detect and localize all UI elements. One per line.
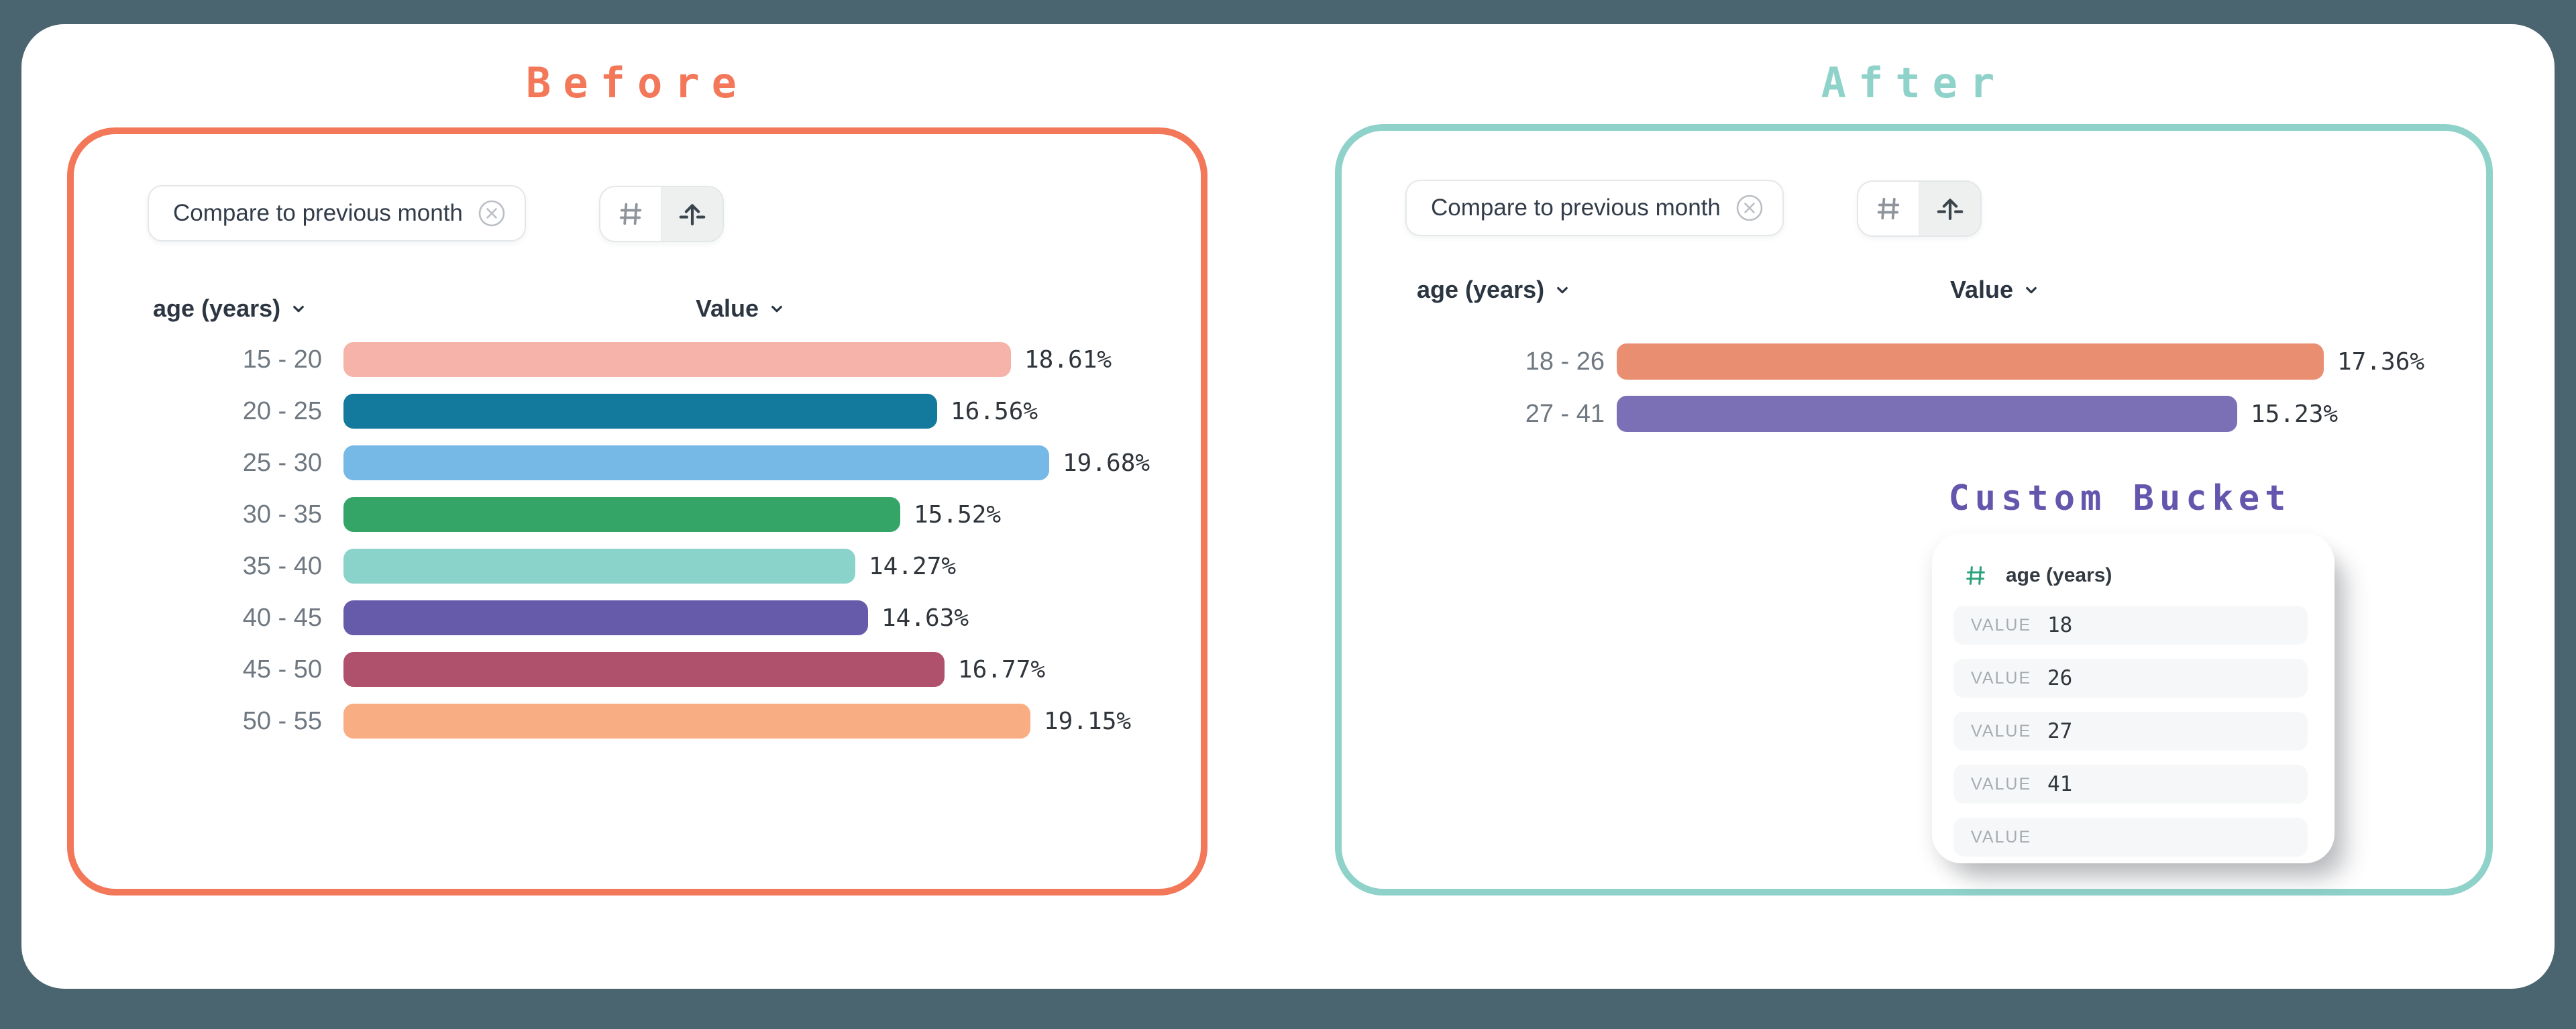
- bar[interactable]: [1617, 396, 2237, 432]
- bucket-value-field-value: 27: [2047, 719, 2073, 743]
- bucket-mode-toggle: [1857, 180, 1982, 237]
- bar-row: 35 - 40 14.27%: [153, 549, 1150, 584]
- bar-row: 27 - 41 15.23%: [1417, 396, 2424, 432]
- bar-row: 18 - 26 17.36%: [1417, 343, 2424, 380]
- chevron-down-icon: [288, 299, 309, 319]
- bar-category-label: 27 - 41: [1525, 399, 1605, 428]
- bucket-value-field[interactable]: VALUE: [1953, 818, 2308, 857]
- hash-icon: [1963, 563, 1988, 588]
- bucket-value-field-value: 41: [2047, 772, 2073, 796]
- bar-category-label: 45 - 50: [242, 655, 322, 684]
- custom-bucket-button[interactable]: [661, 187, 722, 241]
- bar[interactable]: [343, 445, 1049, 480]
- bar[interactable]: [343, 652, 945, 687]
- hash-bucket-button[interactable]: [1858, 182, 1919, 235]
- field-name-label: age (years): [2006, 564, 2112, 586]
- bar-value-label: 14.63%: [881, 604, 969, 632]
- bar-category-label: 20 - 25: [242, 396, 322, 425]
- bar-value-label: 14.27%: [869, 552, 957, 580]
- bar-category-label: 15 - 20: [242, 345, 322, 374]
- bar-row: 50 - 55 19.15%: [153, 704, 1150, 739]
- bar-row: 30 - 35 15.52%: [153, 497, 1150, 532]
- bucket-value-field[interactable]: VALUE 26: [1953, 659, 2308, 698]
- bar[interactable]: [1617, 343, 2324, 380]
- bar-value-label: 19.15%: [1044, 707, 1132, 735]
- chevron-down-icon: [1552, 280, 1572, 300]
- after-bar-chart: 18 - 26 17.36% 27 - 41 15.23%: [1417, 343, 2424, 432]
- bar-row: 40 - 45 14.63%: [153, 600, 1150, 635]
- after-panel: [1335, 124, 2493, 896]
- bucket-value-field-value: 26: [2047, 666, 2073, 690]
- custom-bucket-title: Custom Bucket: [1948, 478, 2292, 519]
- custom-bucket-popup: age (years) VALUE 18 VALUE 26 VALUE 27 VALUE 41…: [1932, 533, 2334, 863]
- bar[interactable]: [343, 600, 868, 635]
- bar-row: 15 - 20 18.61%: [153, 342, 1150, 377]
- dimension-header-label: age (years): [1417, 276, 1545, 303]
- custom-bucket-button[interactable]: [1919, 182, 1980, 235]
- measure-header[interactable]: Value: [1915, 274, 2076, 306]
- bar[interactable]: [343, 394, 937, 429]
- bucket-value-field-label: VALUE: [1971, 668, 2032, 688]
- bar-row: 25 - 30 19.68%: [153, 445, 1150, 480]
- bar-value-label: 15.23%: [2251, 400, 2339, 428]
- bucket-value-field[interactable]: VALUE 27: [1953, 712, 2308, 751]
- before-panel: [67, 127, 1208, 896]
- dimension-header[interactable]: age (years): [153, 292, 309, 325]
- custom-bucket-field: age (years): [1963, 557, 2308, 594]
- bucket-value-field-label: VALUE: [1971, 721, 2032, 741]
- bar-value-label: 15.52%: [914, 500, 1002, 529]
- dimension-header[interactable]: age (years): [1417, 274, 1572, 306]
- chevron-down-icon: [767, 299, 787, 319]
- bar-category-label: 40 - 45: [242, 603, 322, 632]
- bar-value-label: 16.77%: [958, 655, 1046, 684]
- bar-value-label: 18.61%: [1024, 345, 1112, 374]
- hash-bucket-button[interactable]: [600, 187, 661, 241]
- compare-filter-chip[interactable]: Compare to previous month: [148, 185, 526, 241]
- measure-header-label: Value: [1949, 276, 2014, 303]
- compare-filter-chip[interactable]: Compare to previous month: [1405, 180, 1784, 236]
- bucket-value-field-label: VALUE: [1971, 774, 2032, 794]
- bucket-value-field[interactable]: VALUE 41: [1953, 765, 2308, 804]
- dimension-header-label: age (years): [153, 294, 281, 322]
- circle-x-icon[interactable]: [478, 199, 506, 227]
- after-title: After: [1821, 58, 2007, 107]
- bucket-value-field-label: VALUE: [1971, 827, 2032, 847]
- bar-category-label: 30 - 35: [242, 500, 322, 529]
- bar[interactable]: [343, 342, 1011, 377]
- measure-header-label: Value: [695, 294, 759, 322]
- bucket-value-field[interactable]: VALUE 18: [1953, 606, 2308, 645]
- bar[interactable]: [343, 549, 855, 584]
- bar[interactable]: [343, 497, 900, 532]
- bar-category-label: 50 - 55: [242, 706, 322, 735]
- bar-value-label: 16.56%: [951, 397, 1038, 425]
- measure-header[interactable]: Value: [661, 292, 822, 325]
- bucket-value-field-value: 18: [2047, 613, 2073, 637]
- bucket-value-field-label: VALUE: [1971, 615, 2032, 635]
- before-title: Before: [526, 58, 749, 107]
- chevron-down-icon: [2021, 280, 2041, 300]
- bar-category-label: 25 - 30: [242, 448, 322, 477]
- bar-row: 45 - 50 16.77%: [153, 652, 1150, 687]
- bucket-value-list: VALUE 18 VALUE 26 VALUE 27 VALUE 41 VALUE: [1953, 606, 2308, 857]
- circle-x-icon[interactable]: [1735, 194, 1764, 222]
- bar-category-label: 18 - 26: [1525, 347, 1605, 376]
- bar-value-label: 17.36%: [2337, 347, 2425, 376]
- bar-row: 20 - 25 16.56%: [153, 394, 1150, 429]
- compare-filter-label: Compare to previous month: [173, 200, 463, 226]
- before-bar-chart: 15 - 20 18.61% 20 - 25 16.56% 25 - 30 19.68% 3…: [153, 342, 1150, 739]
- bucket-mode-toggle: [599, 186, 724, 242]
- bar-category-label: 35 - 40: [242, 551, 322, 580]
- compare-filter-label: Compare to previous month: [1431, 195, 1721, 221]
- bar-value-label: 19.68%: [1063, 449, 1150, 477]
- bar[interactable]: [343, 704, 1030, 739]
